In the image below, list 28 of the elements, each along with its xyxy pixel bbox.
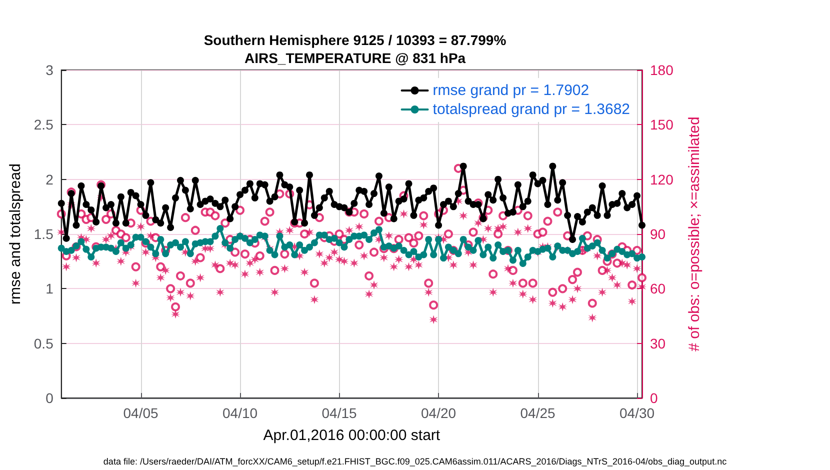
y-tick-label: 2 [46, 171, 54, 188]
y-tick-label: 1.5 [34, 226, 54, 242]
chart-title: Southern Hemisphere 9125 / 10393 = 87.799% [204, 32, 507, 48]
y2-tick-label: 150 [650, 116, 674, 133]
y-tick-label: 0.5 [34, 335, 54, 352]
y2-tick-label: 60 [650, 280, 666, 297]
chart-subtitle: AIRS_TEMPERATURE @ 831 hPa [244, 50, 466, 66]
x-tick-label: 04/15 [322, 405, 357, 421]
y-tick-label: 3 [46, 62, 54, 78]
y-tick-label: 0 [46, 390, 54, 406]
x-tick-label: 04/20 [421, 405, 456, 421]
x-tick-label: 04/30 [620, 405, 655, 421]
y2-tick-label: 90 [650, 226, 666, 242]
y-tick-label: 1 [46, 280, 54, 297]
legend-label: totalspread grand pr = 1.3682 [432, 101, 630, 118]
x-tick-label: 04/10 [222, 405, 258, 421]
y2-tick-label: 120 [650, 171, 674, 188]
x-tick-label: 04/25 [520, 405, 556, 421]
y-axis-title: rmse and totalspread [7, 164, 24, 304]
y-tick-label: 2.5 [34, 116, 54, 133]
y2-tick-label: 0 [650, 390, 658, 406]
y2-tick-label: 180 [650, 62, 674, 78]
text: data file: /Users/raeder/DAI/ATM_forcXX/CAM6_setup/f.e21.FHIST_BGC.f09_025.CAM6assim.011/ACARS_2016/Diags_NTrS_2016-04/obs_diag_output.nc [103, 456, 728, 466]
y2-axis-title: # of obs: o=possible; ×=assimilated [686, 116, 703, 352]
x-axis-title: Apr.01,2016 00:00:00 start [263, 427, 441, 444]
x-tick-label: 04/05 [123, 405, 158, 421]
y2-tick-label: 30 [650, 335, 666, 352]
legend-label: rmse grand pr = 1.7902 [432, 82, 590, 99]
